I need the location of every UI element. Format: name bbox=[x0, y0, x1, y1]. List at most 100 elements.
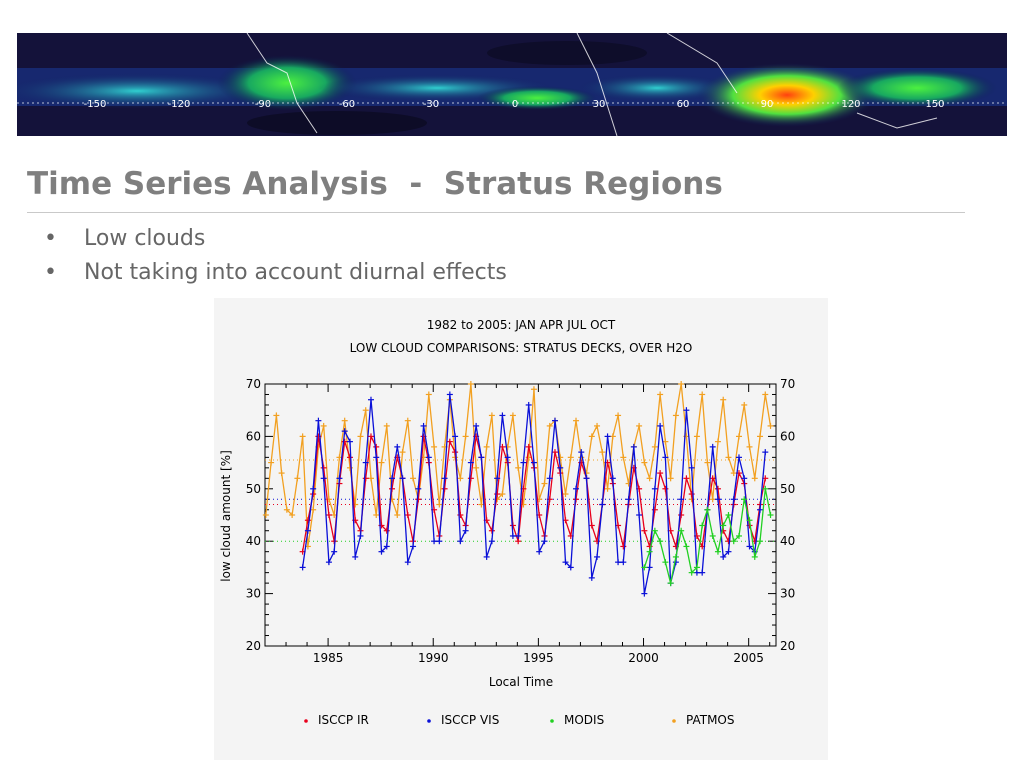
data-point bbox=[557, 464, 564, 471]
data-point bbox=[530, 459, 537, 466]
data-point bbox=[720, 553, 727, 560]
data-point bbox=[646, 564, 653, 571]
legend-label: ISCCP IR bbox=[318, 713, 369, 727]
data-point bbox=[573, 417, 580, 424]
chart-title: 1982 to 2005: JAN APR JUL OCT bbox=[427, 318, 616, 332]
data-point bbox=[346, 454, 353, 461]
data-point bbox=[709, 496, 716, 503]
data-point bbox=[751, 475, 758, 482]
data-point bbox=[488, 527, 495, 534]
data-point bbox=[714, 438, 721, 445]
data-point bbox=[735, 454, 742, 461]
longitude-label: 30 bbox=[593, 99, 606, 110]
data-point bbox=[509, 412, 516, 419]
data-point bbox=[641, 527, 648, 534]
data-point bbox=[646, 548, 653, 555]
y-tick-label-left: 40 bbox=[246, 534, 261, 548]
data-point bbox=[678, 512, 685, 518]
data-point bbox=[720, 522, 727, 529]
legend-item-isccp-vis: ISCCP VIS bbox=[427, 713, 499, 727]
data-point bbox=[704, 506, 711, 513]
data-point bbox=[404, 512, 411, 518]
data-point bbox=[615, 412, 622, 419]
data-point bbox=[320, 422, 327, 429]
series-isccp-ir bbox=[299, 433, 769, 555]
data-point bbox=[357, 433, 364, 440]
bullet-text: Not taking into account diurnal effects bbox=[84, 260, 507, 285]
y-tick-label-left: 20 bbox=[246, 639, 261, 653]
data-point bbox=[636, 422, 643, 429]
data-point bbox=[746, 543, 753, 550]
data-point bbox=[462, 527, 469, 534]
data-point bbox=[683, 475, 690, 482]
data-point bbox=[688, 464, 695, 471]
data-point bbox=[383, 422, 390, 429]
data-point bbox=[657, 391, 664, 398]
data-point bbox=[410, 543, 417, 550]
data-point bbox=[431, 443, 438, 450]
data-point bbox=[757, 538, 764, 545]
data-point bbox=[762, 391, 769, 398]
data-point bbox=[741, 496, 748, 503]
slide-title: Time Series Analysis - Stratus Regions bbox=[27, 166, 723, 202]
data-point bbox=[294, 475, 301, 482]
data-point bbox=[636, 512, 643, 518]
data-point bbox=[320, 464, 327, 471]
longitude-label: 150 bbox=[925, 99, 944, 110]
data-point bbox=[709, 532, 716, 539]
data-point bbox=[546, 422, 553, 429]
y-tick-label-right: 30 bbox=[780, 587, 795, 601]
data-point bbox=[546, 475, 553, 482]
legend-label: ISCCP VIS bbox=[441, 713, 499, 727]
data-point bbox=[641, 590, 648, 597]
data-point bbox=[767, 512, 774, 518]
data-point bbox=[693, 433, 700, 440]
data-point bbox=[699, 522, 706, 529]
longitude-label: 60 bbox=[677, 99, 690, 110]
data-point bbox=[520, 459, 527, 466]
data-point bbox=[410, 475, 417, 482]
data-point bbox=[268, 459, 275, 466]
data-point bbox=[662, 559, 669, 566]
data-point bbox=[499, 491, 506, 498]
data-point bbox=[620, 543, 627, 550]
data-point bbox=[341, 417, 348, 424]
data-point bbox=[383, 543, 390, 550]
series-modis bbox=[641, 485, 774, 587]
longitude-label: 90 bbox=[761, 99, 774, 110]
data-point bbox=[746, 443, 753, 450]
data-point bbox=[357, 532, 364, 539]
data-point bbox=[757, 433, 764, 440]
data-point bbox=[299, 564, 306, 571]
time-series-chart: 1982 to 2005: JAN APR JUL OCT LOW CLOUD … bbox=[219, 318, 795, 727]
bullet-item: • Not taking into account diurnal effects bbox=[44, 260, 507, 294]
data-point bbox=[488, 412, 495, 419]
data-point bbox=[594, 422, 601, 429]
data-point bbox=[352, 553, 359, 560]
data-point bbox=[588, 522, 595, 529]
data-point bbox=[362, 475, 369, 482]
y-tick-label-right: 40 bbox=[780, 534, 795, 548]
data-point bbox=[425, 391, 432, 398]
series-line-isccp-vis bbox=[301, 394, 766, 594]
data-point bbox=[620, 559, 627, 566]
data-point bbox=[562, 491, 569, 498]
data-point bbox=[594, 553, 601, 560]
data-point bbox=[452, 449, 459, 456]
y-tick-label-right: 60 bbox=[780, 429, 795, 443]
y-tick-label-left: 50 bbox=[246, 482, 261, 496]
data-point bbox=[457, 475, 464, 482]
longitude-label: -30 bbox=[423, 99, 439, 110]
data-point bbox=[688, 569, 695, 576]
data-point bbox=[683, 543, 690, 550]
data-point bbox=[730, 538, 737, 545]
data-point bbox=[404, 417, 411, 424]
bullet-item: • Low clouds bbox=[44, 226, 507, 260]
data-point bbox=[672, 412, 679, 419]
data-point bbox=[415, 496, 422, 503]
data-point bbox=[425, 454, 432, 461]
data-point bbox=[683, 407, 690, 414]
data-point bbox=[373, 443, 380, 450]
data-point bbox=[688, 491, 695, 498]
data-point bbox=[478, 454, 485, 461]
